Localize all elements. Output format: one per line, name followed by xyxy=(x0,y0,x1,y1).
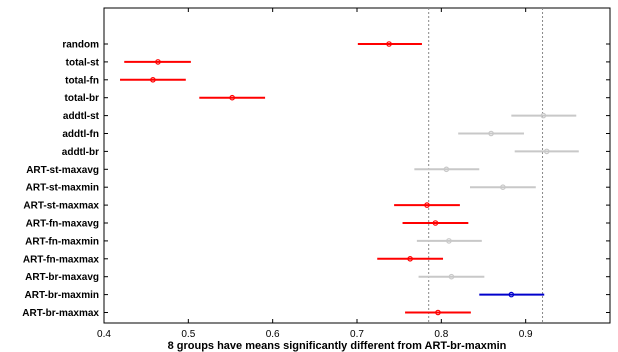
x-tick-label: 0.5 xyxy=(181,329,195,340)
mean-marker-ART-br-maxavg xyxy=(448,273,455,280)
mean-marker-ART-br-maxmax xyxy=(435,309,441,316)
x-tick-label: 0.8 xyxy=(434,329,448,340)
mean-marker-addtl-br xyxy=(543,148,550,155)
plot-area xyxy=(103,7,611,324)
category-label-ART-st-maxmax: ART-st-maxmax xyxy=(23,201,99,212)
category-label-ART-br-maxavg: ART-br-maxavg xyxy=(25,272,99,283)
category-label-total-br: total-br xyxy=(65,93,100,104)
mean-marker-ART-st-maxmax xyxy=(424,202,430,208)
category-label-ART-st-maxmin: ART-st-maxmin xyxy=(26,183,99,194)
mean-marker-ART-st-maxmin xyxy=(500,184,506,191)
x-tick-label: 0.6 xyxy=(266,329,280,340)
mean-marker-total-st xyxy=(155,59,161,65)
category-label-addtl-br: addtl-br xyxy=(62,147,99,158)
mean-marker-total-br xyxy=(229,94,235,101)
category-label-ART-br-maxmin: ART-br-maxmin xyxy=(25,290,99,301)
category-label-ART-st-maxavg: ART-st-maxavg xyxy=(26,165,99,176)
category-label-random: random xyxy=(62,40,99,51)
x-tick-label: 0.9 xyxy=(519,329,533,340)
mean-marker-ART-fn-maxmin xyxy=(446,238,452,244)
category-label-total-st: total-st xyxy=(66,57,100,68)
x-tick-label: 0.4 xyxy=(97,329,111,340)
mean-marker-ART-fn-maxmax xyxy=(407,255,413,262)
mean-marker-random xyxy=(386,41,392,47)
mean-marker-addtl-fn xyxy=(488,130,494,137)
mean-marker-total-fn xyxy=(150,77,156,83)
category-label-addtl-fn: addtl-fn xyxy=(62,129,99,140)
category-label-ART-fn-maxavg: ART-fn-maxavg xyxy=(26,219,99,230)
category-label-ART-br-maxmax: ART-br-maxmax xyxy=(22,308,99,319)
x-tick-label: 0.7 xyxy=(350,329,364,340)
category-label-total-fn: total-fn xyxy=(65,75,99,86)
mean-marker-ART-br-maxmin xyxy=(508,291,515,298)
category-label-ART-fn-maxmin: ART-fn-maxmin xyxy=(25,236,99,247)
x-axis-label: 8 groups have means significantly differ… xyxy=(168,340,507,352)
mean-marker-ART-fn-maxavg xyxy=(432,220,439,226)
category-label-ART-fn-maxmax: ART-fn-maxmax xyxy=(23,254,100,265)
category-label-addtl-st: addtl-st xyxy=(63,111,100,122)
mean-marker-addtl-st xyxy=(540,112,547,119)
mean-marker-ART-st-maxavg xyxy=(443,166,450,173)
